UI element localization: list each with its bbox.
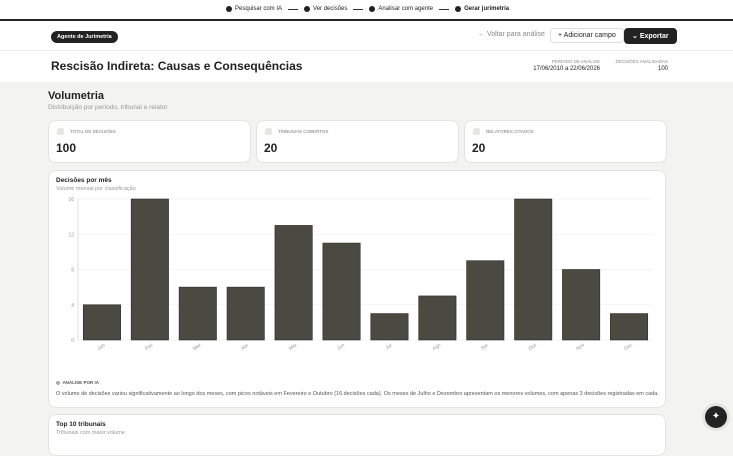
bar	[514, 198, 553, 341]
stat-label: TRIBUNAIS COBERTOS	[278, 129, 329, 134]
y-tick-label: 12	[68, 232, 74, 238]
bar	[418, 295, 457, 341]
stat-value: 20	[472, 141, 486, 155]
next-title: Top 10 tribunais	[56, 421, 106, 428]
top-area	[0, 0, 733, 82]
count: 100	[657, 66, 668, 72]
step: Analisar com agente	[369, 6, 433, 12]
period: 17/06/2010 a 22/06/2026	[533, 66, 600, 72]
analysis-label-text: ANÁLISE POR IA	[62, 380, 99, 385]
step: Pesquisar com IA	[226, 6, 282, 12]
stat-label: RELATORES CITADOS	[486, 129, 534, 134]
period-label: PERÍODO DE ANÁLISE	[551, 59, 600, 64]
add-label: Adicionar campo	[563, 32, 616, 39]
y-tick-label: 4	[71, 303, 74, 309]
step-label: Ver decisões	[313, 6, 348, 12]
step-icon	[304, 6, 311, 12]
x-tick-label: Jan	[96, 342, 106, 352]
bar	[274, 225, 313, 341]
stat-icon	[473, 128, 480, 135]
bar	[562, 269, 601, 341]
x-tick-label: Mar	[192, 342, 203, 352]
y-tick-label: 8	[71, 268, 74, 274]
stat-label: TOTAL DE DECISÕES	[70, 129, 116, 134]
stat-card	[256, 120, 459, 163]
page-title: Rescisão Indireta: Causas e Consequência…	[51, 59, 303, 73]
chart-subtitle: Volume mensal por classificação	[56, 186, 136, 192]
add-button[interactable]: + Adicionar campo	[550, 28, 624, 43]
bar	[322, 242, 361, 341]
analysis-text: O volume de decisões variou significativ…	[56, 391, 659, 397]
step-label: Gerar jurimetria	[464, 6, 510, 12]
back-label: Voltar para análise	[486, 31, 545, 38]
bar	[226, 286, 265, 341]
top-rule	[0, 19, 733, 21]
x-tick-label: Mai	[288, 342, 298, 352]
stat-value: 100	[56, 141, 77, 155]
x-tick-label: Abr	[240, 342, 250, 352]
x-tick-label: Ago	[431, 342, 442, 352]
export-button[interactable]: ⌄ Exportar	[624, 28, 677, 44]
step-connector	[288, 8, 299, 10]
step-connector	[353, 8, 364, 10]
stat-value: 20	[264, 141, 278, 155]
step: Gerar jurimetria	[455, 6, 509, 12]
back-button[interactable]: ← Voltar para análise	[478, 31, 545, 38]
section-title: Volumetria	[48, 90, 105, 102]
bar	[466, 260, 505, 341]
bar	[370, 313, 409, 341]
badge: Agente de Jurimetria	[51, 31, 118, 43]
step-icon	[455, 6, 462, 12]
stepper: Pesquisar com IA Ver decisões Analisar com…	[226, 6, 509, 12]
bar	[82, 304, 121, 341]
x-tick-label: Jun	[336, 342, 346, 352]
stat-card	[464, 120, 667, 163]
bar	[178, 286, 217, 341]
step: Ver decisões	[304, 6, 347, 12]
y-tick-label: 0	[71, 338, 74, 344]
bar	[130, 198, 169, 341]
chart-title: Decisões por mês	[56, 177, 112, 184]
stat-card	[48, 120, 251, 163]
bar	[610, 313, 649, 341]
divider	[0, 50, 733, 51]
step-icon	[369, 6, 376, 12]
step-label: Analisar com agente	[378, 6, 434, 12]
step-icon	[226, 6, 232, 12]
section-subtitle: Distribuição por período, tribunal e rel…	[48, 104, 168, 111]
x-tick-label: Set	[480, 342, 490, 352]
y-tick-label: 16	[68, 197, 74, 203]
chart: 0 4 8 12 16 Jan Fev Mar Abr Mai Jun Jul Ago Set Out Nov…	[68, 197, 653, 352]
export-label: Exportar	[639, 33, 669, 40]
assistant-button[interactable]: ✦	[705, 406, 727, 428]
count-label: DECISÕES ANALISADAS	[615, 59, 668, 64]
stat-icon	[265, 128, 272, 135]
next-subtitle: Tribunais com maior volume	[56, 430, 125, 436]
x-tick-label: Nov	[575, 342, 586, 352]
x-tick-label: Jul	[385, 343, 394, 352]
x-tick-label: Out	[528, 342, 539, 352]
x-tick-label: Dez	[623, 342, 634, 352]
step-connector	[439, 8, 450, 10]
step-label: Pesquisar com IA	[235, 6, 283, 12]
x-tick-label: Fev	[144, 342, 155, 352]
analysis-label: ◎ ANÁLISE POR IA	[56, 380, 99, 385]
stat-icon	[57, 128, 64, 135]
